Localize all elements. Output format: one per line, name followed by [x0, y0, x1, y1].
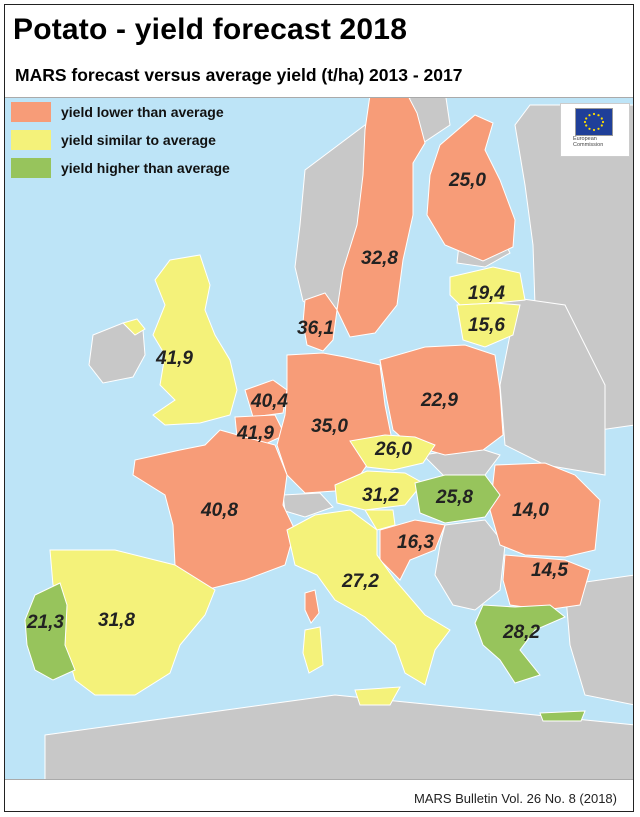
turkey-shape: [564, 574, 633, 706]
balkans-shape: [434, 519, 506, 611]
poland-shape: [379, 344, 504, 456]
value-label-netherlands: 40,4: [251, 391, 288, 412]
no-data-land: [44, 90, 633, 781]
united-kingdom-shape: [152, 254, 238, 426]
sicily-shape: [354, 686, 401, 706]
value-label-france: 40,8: [201, 500, 238, 521]
netherlands-shape: [244, 379, 288, 418]
sweden-shape: [336, 89, 426, 338]
finland-shape: [426, 114, 516, 262]
value-label-croatia: 16,3: [397, 532, 434, 553]
austria-shape: [334, 470, 424, 511]
hungary-shape: [414, 474, 501, 524]
legend-item-lower: yield lower than average: [11, 102, 230, 122]
legend-label-similar: yield similar to average: [61, 132, 216, 148]
europe-map: [24, 89, 633, 781]
value-label-germany: 35,0: [311, 416, 348, 437]
legend-swatch-higher: [11, 158, 51, 178]
legend-swatch-lower: [11, 102, 51, 122]
value-label-czechia: 26,0: [375, 439, 412, 460]
value-label-denmark: 36,1: [297, 318, 334, 339]
czechia-shape: [349, 434, 436, 471]
legend-swatch-similar: [11, 130, 51, 150]
similar-regions: [49, 254, 526, 706]
value-label-hungary: 25,8: [436, 487, 473, 508]
value-label-italy: 27,2: [342, 571, 379, 592]
corsica-shape: [304, 589, 320, 624]
sardinia-shape: [302, 626, 324, 674]
crete-shape: [539, 710, 586, 722]
romania-shape: [489, 462, 601, 558]
map-title: Potato - yield forecast 2018: [13, 13, 408, 46]
higher-regions: [24, 474, 586, 722]
value-label-latvia: 19,4: [468, 283, 505, 304]
northern-ireland-shape: [122, 318, 146, 336]
map-frame: Potato - yield forecast 2018 MARS foreca…: [4, 4, 634, 812]
value-label-united-kingdom: 41,9: [156, 348, 193, 369]
legend-item-similar: yield similar to average: [11, 130, 230, 150]
lithuania-shape: [456, 302, 521, 348]
eu-flag-icon: [575, 108, 613, 136]
value-label-sweden: 32,8: [361, 248, 398, 269]
logo-text: European Commission: [573, 136, 604, 148]
footer: MARS Bulletin Vol. 26 No. 8 (2018): [5, 779, 633, 811]
map-subtitle: MARS forecast versus average yield (t/ha…: [15, 65, 463, 85]
value-label-spain: 31,8: [98, 610, 135, 631]
legend-item-higher: yield higher than average: [11, 158, 230, 178]
greece-shape: [474, 604, 566, 684]
denmark-shape: [302, 292, 338, 352]
slovenia-shape: [364, 509, 396, 531]
european-commission-logo: European Commission: [560, 103, 630, 157]
value-label-austria: 31,2: [362, 485, 399, 506]
value-label-portugal: 21,3: [27, 612, 64, 633]
legend-label-lower: yield lower than average: [61, 104, 224, 120]
value-label-belgium: 41,9: [237, 423, 274, 444]
value-label-greece: 28,2: [503, 622, 540, 643]
legend: yield lower than average yield similar t…: [11, 102, 230, 186]
north-africa-shape: [44, 694, 633, 781]
value-label-bulgaria: 14,5: [531, 560, 568, 581]
italy-shape: [286, 509, 451, 686]
value-label-poland: 22,9: [421, 390, 458, 411]
portugal-shape: [24, 582, 76, 681]
value-label-finland: 25,0: [449, 170, 486, 191]
source-citation: MARS Bulletin Vol. 26 No. 8 (2018): [413, 791, 617, 806]
value-label-romania: 14,0: [512, 500, 549, 521]
latvia-shape: [449, 266, 526, 306]
bulgaria-shape: [502, 554, 591, 611]
header: Potato - yield forecast 2018 MARS foreca…: [5, 5, 633, 98]
legend-label-higher: yield higher than average: [61, 160, 230, 176]
value-label-lithuania: 15,6: [468, 315, 505, 336]
